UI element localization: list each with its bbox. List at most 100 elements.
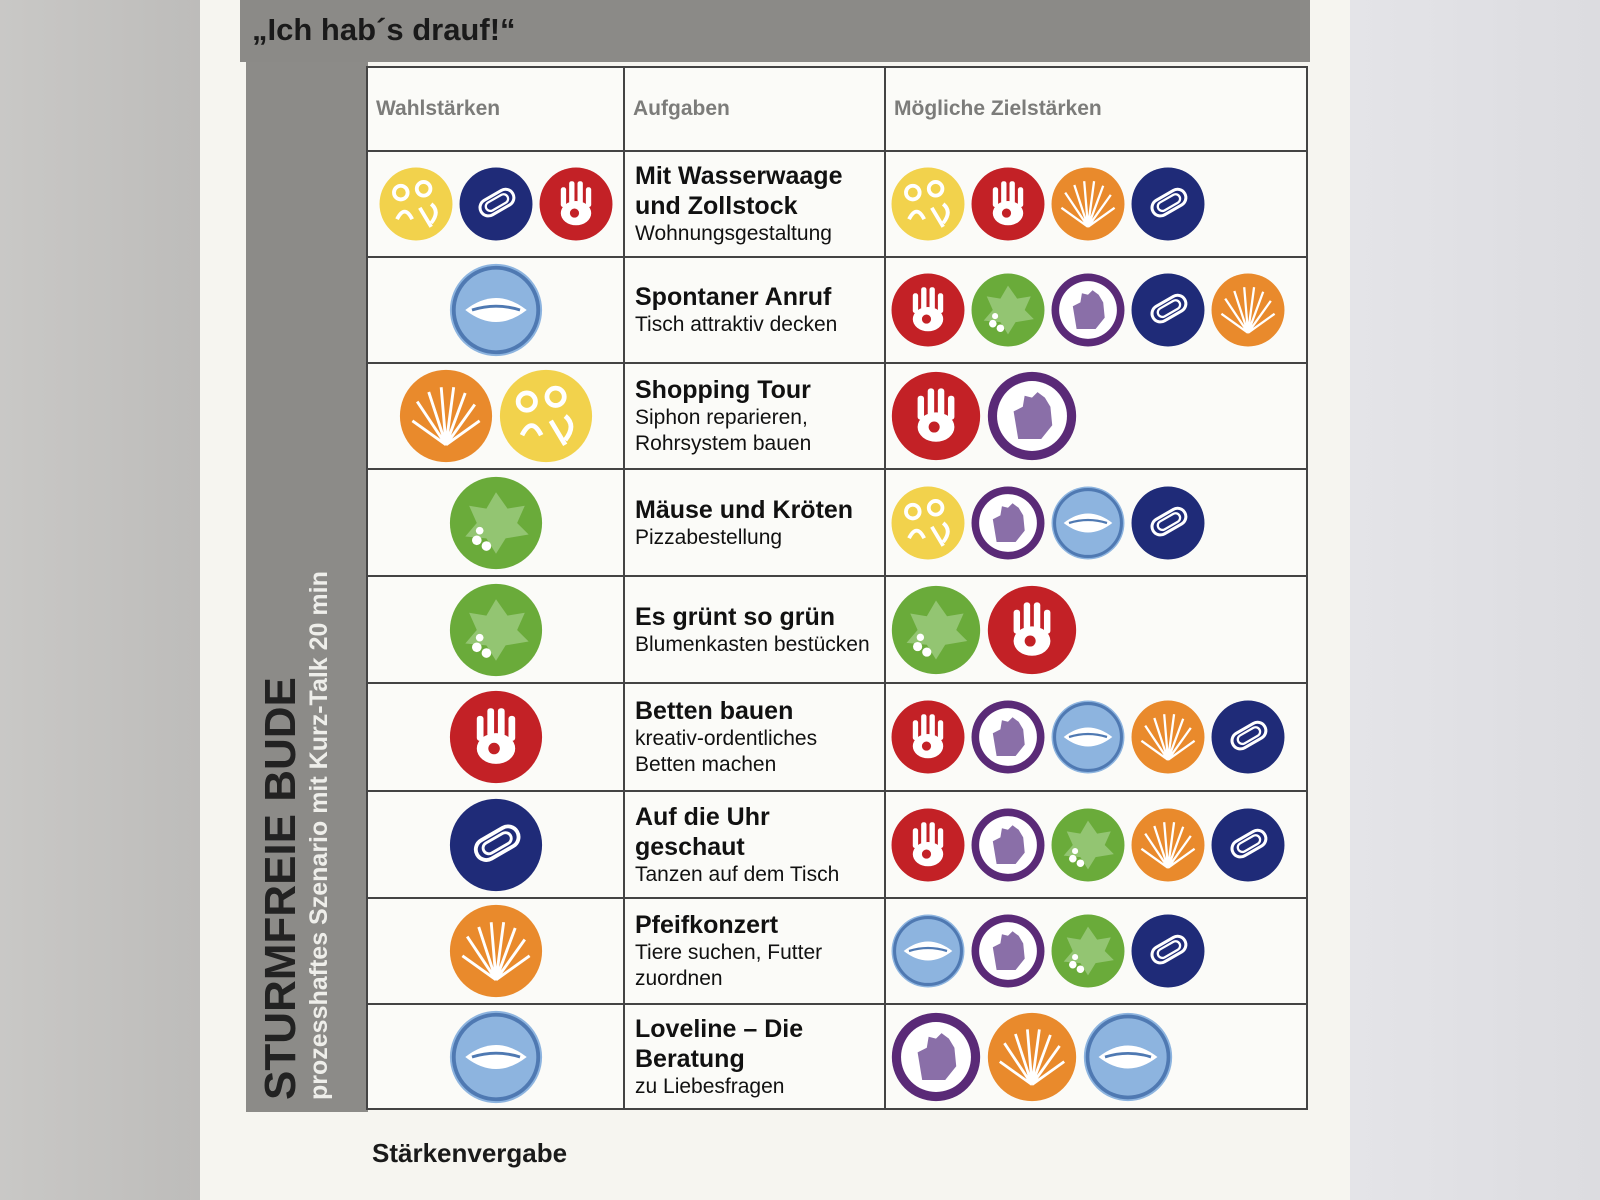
choice-strengths bbox=[368, 470, 625, 577]
choice-strengths bbox=[368, 899, 625, 1005]
strength-icon bbox=[891, 914, 965, 988]
strength-icon bbox=[1211, 808, 1285, 881]
task-cell: Pfeifkonzert Tiere suchen, Futter zuordne… bbox=[625, 899, 886, 1005]
task-cell: Mit Wasserwaage und Zollstock Wohnungsges… bbox=[625, 152, 886, 258]
task-description: zu Liebesfragen bbox=[635, 1074, 785, 1098]
strength-icon bbox=[449, 904, 542, 998]
strength-icon bbox=[891, 486, 965, 559]
footer-heading: Stärkenvergabe bbox=[372, 1138, 568, 1168]
strength-icon bbox=[971, 273, 1045, 347]
target-strengths bbox=[886, 899, 1307, 1005]
title: „Ich hab´s drauf!“ bbox=[252, 12, 516, 47]
strength-icon bbox=[1051, 700, 1125, 774]
strength-icon bbox=[1211, 273, 1285, 347]
task-description: Wohnungsgestaltung bbox=[635, 222, 832, 245]
strength-icon bbox=[971, 167, 1045, 241]
task-title: Shopping Tour bbox=[635, 376, 811, 404]
strength-icon bbox=[971, 700, 1045, 774]
strength-icon bbox=[891, 1012, 981, 1101]
choice-strengths bbox=[368, 1005, 625, 1108]
strength-icon bbox=[379, 167, 452, 241]
choice-strengths bbox=[368, 684, 625, 792]
title-band bbox=[240, 0, 1310, 62]
side-title: STURMFREIE BUDE bbox=[256, 677, 305, 1100]
choice-strengths bbox=[368, 258, 625, 364]
task-title: Mit Wasserwaage und Zollstock bbox=[635, 162, 843, 220]
strength-icon bbox=[987, 1012, 1077, 1101]
task-description: Siphon reparieren, Rohrsystem bauen bbox=[635, 406, 812, 455]
task-cell: Mäuse und Kröten Pizzabestellung bbox=[625, 470, 886, 577]
strength-icon bbox=[1131, 914, 1205, 988]
task-description: Tiere suchen, Futter zuordnen bbox=[635, 941, 823, 990]
task-description: Blumenkasten bestücken bbox=[635, 632, 870, 656]
task-title: Auf die Uhr geschaut bbox=[635, 802, 770, 861]
strength-icon bbox=[399, 369, 492, 463]
strength-icon bbox=[971, 808, 1045, 881]
strength-icon bbox=[1131, 273, 1205, 347]
strength-icon bbox=[1051, 273, 1125, 347]
task-cell: Auf die Uhr geschaut Tanzen auf dem Tisch bbox=[625, 792, 886, 899]
side-label: STURMFREIE BUDE prozesshaftes Szenario m… bbox=[256, 440, 334, 1100]
target-strengths bbox=[886, 684, 1307, 792]
strength-icon bbox=[1131, 808, 1205, 881]
column-header: Wahlstärken bbox=[376, 97, 501, 120]
table: Wahlstärken Aufgaben Mögliche Zielstärken M… bbox=[366, 66, 1308, 1110]
strength-icon bbox=[891, 371, 981, 461]
column-header: Mögliche Zielstärken bbox=[894, 97, 1102, 120]
task-title: Spontaner Anruf bbox=[635, 283, 832, 311]
strength-icon bbox=[987, 585, 1077, 674]
strength-icon bbox=[1131, 700, 1205, 774]
task-description: Pizzabestellung bbox=[635, 525, 783, 549]
strength-icon bbox=[1051, 486, 1125, 559]
task-description: Tisch attraktiv decken bbox=[635, 313, 838, 336]
task-title: Pfeifkonzert bbox=[635, 911, 779, 939]
header-cell: Aufgaben bbox=[625, 68, 886, 152]
target-strengths bbox=[886, 152, 1307, 258]
task-cell: Spontaner Anruf Tisch attraktiv decken bbox=[625, 258, 886, 364]
strength-icon bbox=[1083, 1012, 1173, 1101]
strength-icon bbox=[499, 369, 592, 463]
side-subtitle: prozesshaftes Szenario mit Kurz-Talk 20 … bbox=[305, 571, 333, 1100]
strength-icon bbox=[449, 798, 542, 891]
strength-icon bbox=[987, 371, 1077, 461]
strength-icon bbox=[1211, 700, 1285, 774]
target-strengths bbox=[886, 577, 1307, 684]
task-cell: Betten bauen kreativ-ordentliches Betten … bbox=[625, 684, 886, 792]
strength-icon bbox=[449, 690, 542, 784]
task-description: Tanzen auf dem Tisch bbox=[635, 862, 840, 886]
strength-icon bbox=[449, 476, 542, 569]
strength-icon bbox=[449, 1010, 542, 1103]
choice-strengths bbox=[368, 577, 625, 684]
header-cell: Mögliche Zielstärken bbox=[886, 68, 1307, 152]
strength-icon bbox=[891, 700, 965, 774]
strength-icon bbox=[891, 167, 965, 241]
task-title: Loveline – Die Beratung bbox=[635, 1014, 804, 1073]
header-cell: Wahlstärken bbox=[368, 68, 625, 152]
target-strengths bbox=[886, 1005, 1307, 1108]
strength-icon bbox=[459, 167, 532, 241]
strength-icon bbox=[539, 167, 612, 241]
strength-icon bbox=[1051, 167, 1125, 241]
strength-icon bbox=[1051, 808, 1125, 881]
task-description: kreativ-ordentliches Betten machen bbox=[635, 727, 818, 776]
choice-strengths bbox=[368, 152, 625, 258]
task-title: Es grünt so grün bbox=[635, 602, 835, 631]
task-cell: Shopping Tour Siphon reparieren, Rohrsyst… bbox=[625, 364, 886, 470]
column-header: Aufgaben bbox=[633, 97, 730, 120]
choice-strengths bbox=[368, 364, 625, 470]
strength-icon bbox=[449, 263, 542, 357]
strength-icon bbox=[891, 585, 981, 674]
strength-icon bbox=[971, 486, 1045, 559]
strength-icon bbox=[1131, 167, 1205, 241]
target-strengths bbox=[886, 258, 1307, 364]
strength-icon bbox=[1131, 486, 1205, 559]
choice-strengths bbox=[368, 792, 625, 899]
strength-icon bbox=[449, 583, 542, 676]
side-bar bbox=[246, 62, 368, 1112]
target-strengths bbox=[886, 470, 1307, 577]
task-title: Betten bauen bbox=[635, 697, 794, 725]
strength-icon bbox=[891, 273, 965, 347]
strength-icon bbox=[891, 808, 965, 881]
target-strengths bbox=[886, 792, 1307, 899]
